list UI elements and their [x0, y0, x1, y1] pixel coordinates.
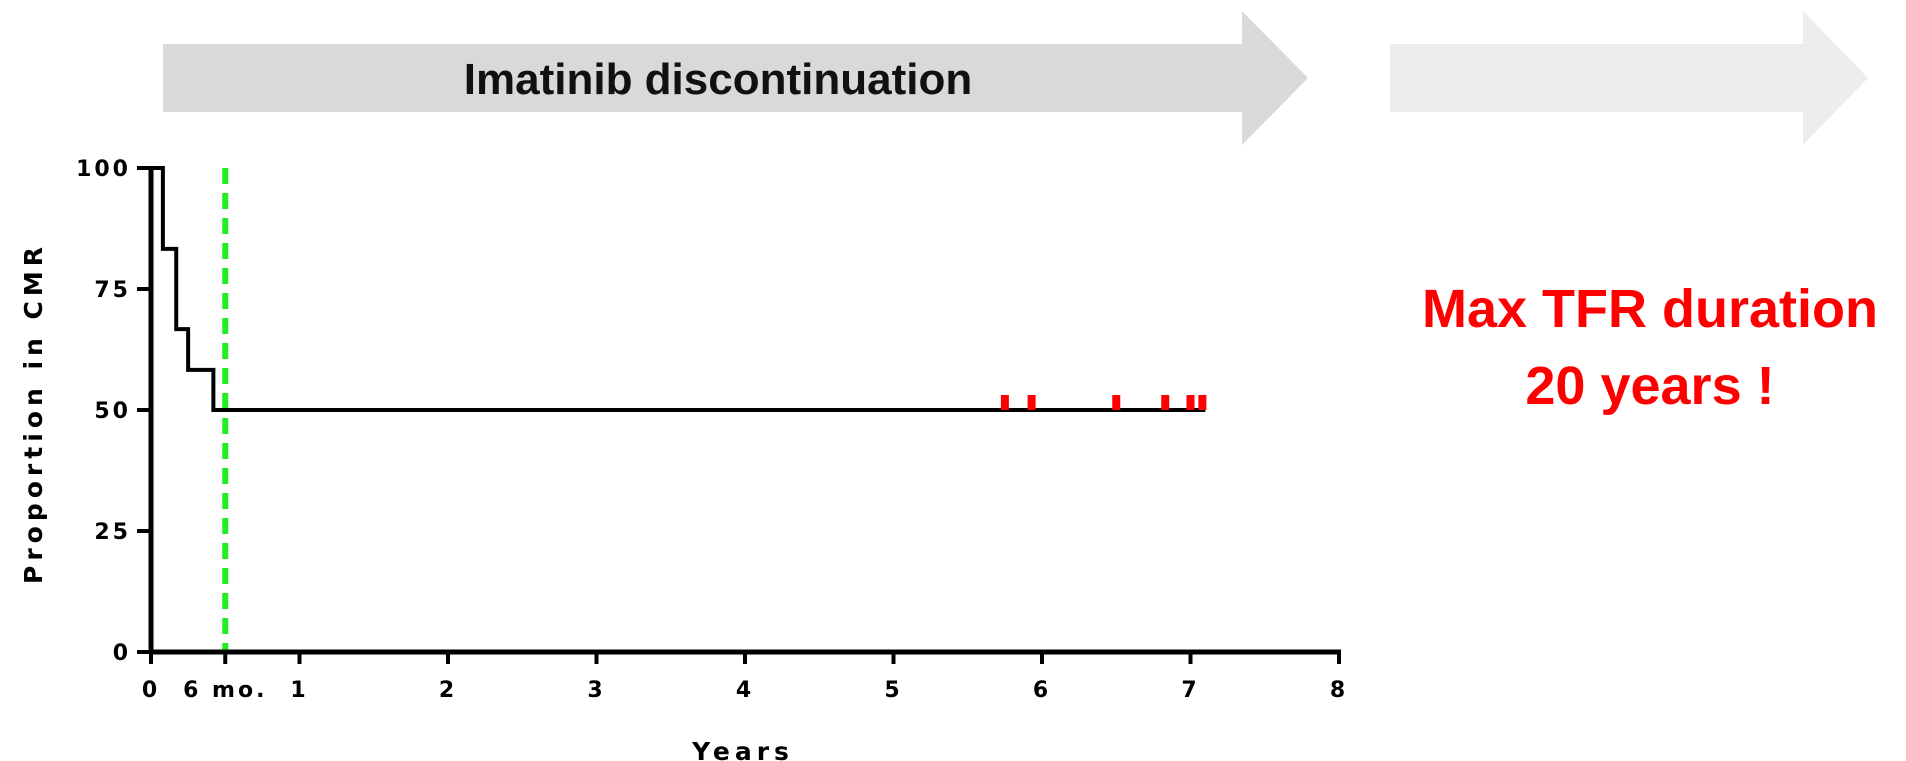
y-axis-title: Proportion in CMR — [19, 242, 48, 584]
discontinuation-arrow — [163, 11, 1308, 145]
censor-mark — [1186, 395, 1195, 410]
y-tick-label: 25 — [94, 520, 131, 545]
x-tick-label: 4 — [736, 678, 754, 703]
y-tick-label: 0 — [113, 641, 131, 666]
extension-arrow — [1390, 11, 1868, 145]
km-chart: 0 6 mo. 1 2 3 4 5 6 7 8 0 25 50 75 100 — [76, 157, 1348, 703]
x-tick-label: 8 — [1330, 678, 1348, 703]
x-tick-label: 3 — [587, 678, 605, 703]
y-tick-label: 75 — [94, 278, 131, 303]
x-axis-title: Years — [691, 737, 794, 761]
annotation-line-2: 20 years ! — [1525, 356, 1774, 416]
censor-mark — [1027, 395, 1036, 410]
x-tick-label: 7 — [1181, 678, 1199, 703]
x-tick-label: 6 mo. — [183, 678, 267, 703]
x-tick-label: 0 — [142, 678, 160, 703]
x-tick-label: 5 — [884, 678, 902, 703]
x-tick-label: 6 — [1033, 678, 1051, 703]
x-tick-label: 2 — [439, 678, 457, 703]
arrow-label: Imatinib discontinuation — [464, 55, 972, 104]
censor-mark — [1161, 395, 1170, 410]
y-tick-label: 50 — [94, 399, 131, 424]
survival-step-line — [151, 166, 1206, 412]
censor-mark — [1112, 395, 1121, 410]
censor-mark — [1000, 395, 1009, 410]
annotation-line-1: Max TFR duration — [1422, 279, 1878, 339]
x-tick-label: 1 — [290, 678, 308, 703]
censor-mark — [1198, 395, 1207, 410]
y-tick-label: 100 — [76, 157, 131, 182]
